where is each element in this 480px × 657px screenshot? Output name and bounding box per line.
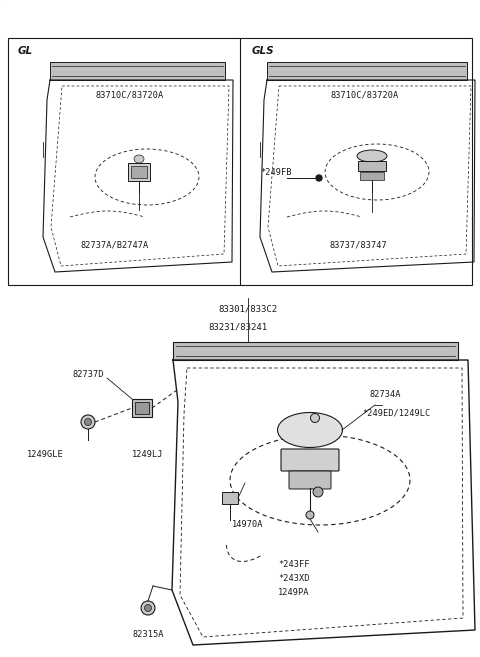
- Text: GLS: GLS: [252, 46, 275, 56]
- Text: 82737A/B2747A: 82737A/B2747A: [81, 240, 149, 249]
- Ellipse shape: [134, 155, 144, 163]
- Bar: [135, 402, 149, 414]
- Circle shape: [311, 413, 320, 422]
- Bar: [131, 166, 147, 178]
- Circle shape: [306, 511, 314, 519]
- Text: 1249LJ: 1249LJ: [132, 450, 164, 459]
- Circle shape: [313, 487, 323, 497]
- FancyBboxPatch shape: [281, 449, 339, 471]
- Bar: [360, 172, 384, 180]
- Bar: [267, 62, 467, 80]
- Text: 1249GLE: 1249GLE: [26, 450, 63, 459]
- Text: 83710C/83720A: 83710C/83720A: [96, 90, 164, 99]
- FancyBboxPatch shape: [289, 471, 331, 489]
- Ellipse shape: [357, 150, 387, 162]
- Text: 82737D: 82737D: [72, 370, 104, 379]
- Circle shape: [81, 415, 95, 429]
- Text: 82315A: 82315A: [132, 630, 164, 639]
- Bar: [8, 38, 472, 285]
- Text: 83301/833C2: 83301/833C2: [218, 304, 277, 313]
- Circle shape: [84, 419, 92, 426]
- Text: *249ED/1249LC: *249ED/1249LC: [362, 408, 430, 417]
- Bar: [50, 62, 225, 80]
- Text: 83710C/83720A: 83710C/83720A: [331, 90, 399, 99]
- Bar: [132, 399, 152, 417]
- Bar: [358, 161, 386, 171]
- Circle shape: [144, 604, 152, 612]
- Bar: [128, 163, 150, 181]
- Circle shape: [141, 601, 155, 615]
- Text: *243XD: *243XD: [278, 574, 310, 583]
- Text: 14970A: 14970A: [232, 520, 264, 529]
- Text: *243FF: *243FF: [278, 560, 310, 569]
- Bar: [173, 342, 458, 360]
- Ellipse shape: [277, 413, 343, 447]
- Text: 83231/83241: 83231/83241: [208, 322, 267, 331]
- Text: GL: GL: [18, 46, 33, 56]
- Text: *249FB: *249FB: [260, 168, 291, 177]
- Text: 82734A: 82734A: [370, 390, 401, 399]
- Text: 83737/83747: 83737/83747: [329, 240, 387, 249]
- Circle shape: [316, 175, 322, 181]
- Bar: [222, 492, 238, 504]
- Text: 1249PA: 1249PA: [278, 588, 310, 597]
